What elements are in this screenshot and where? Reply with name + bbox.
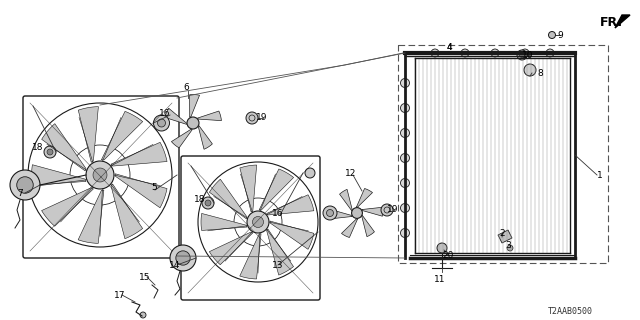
Polygon shape (111, 184, 143, 239)
Polygon shape (165, 108, 186, 124)
Circle shape (401, 103, 410, 113)
Polygon shape (78, 190, 104, 244)
Circle shape (176, 251, 190, 265)
Polygon shape (189, 94, 200, 117)
Polygon shape (340, 189, 352, 211)
Circle shape (246, 112, 258, 124)
Polygon shape (332, 210, 352, 219)
Text: FR.: FR. (600, 15, 623, 28)
Text: 16: 16 (272, 209, 284, 218)
Circle shape (305, 168, 315, 178)
Circle shape (202, 197, 214, 209)
Text: 18: 18 (195, 196, 205, 204)
Text: 1: 1 (597, 171, 603, 180)
Text: 16: 16 (159, 108, 171, 117)
Circle shape (205, 200, 211, 206)
Polygon shape (111, 142, 167, 166)
Circle shape (401, 154, 410, 163)
Text: 3: 3 (505, 241, 511, 250)
Polygon shape (102, 111, 143, 160)
Circle shape (381, 204, 393, 216)
Circle shape (521, 49, 529, 57)
Polygon shape (209, 179, 247, 219)
Text: 15: 15 (140, 273, 151, 282)
Text: 19: 19 (256, 114, 268, 123)
Polygon shape (198, 126, 212, 149)
Text: 20: 20 (442, 251, 454, 260)
Circle shape (546, 49, 554, 57)
Text: 8: 8 (537, 68, 543, 77)
Circle shape (461, 49, 469, 57)
Circle shape (548, 31, 556, 38)
Circle shape (507, 245, 513, 251)
Circle shape (86, 161, 114, 189)
Circle shape (247, 211, 269, 233)
Polygon shape (267, 229, 294, 275)
Text: 5: 5 (151, 183, 157, 193)
Text: T2AAB0500: T2AAB0500 (547, 308, 593, 316)
Circle shape (517, 50, 527, 60)
Text: 6: 6 (183, 84, 189, 92)
Circle shape (401, 78, 410, 87)
Circle shape (323, 206, 337, 220)
Circle shape (520, 52, 525, 58)
Text: 13: 13 (272, 260, 284, 269)
Polygon shape (267, 195, 314, 215)
Circle shape (401, 179, 410, 188)
Text: 7: 7 (17, 188, 23, 197)
Circle shape (401, 204, 410, 212)
Text: 2: 2 (499, 228, 505, 237)
Polygon shape (362, 207, 383, 216)
Text: 17: 17 (115, 291, 125, 300)
Polygon shape (42, 188, 93, 226)
Polygon shape (356, 188, 372, 207)
Polygon shape (42, 124, 86, 171)
Circle shape (326, 210, 333, 217)
Polygon shape (240, 165, 257, 212)
Circle shape (17, 177, 33, 193)
Circle shape (524, 64, 536, 76)
Polygon shape (31, 165, 86, 185)
Text: 12: 12 (346, 169, 356, 178)
Text: 9: 9 (557, 30, 563, 39)
Polygon shape (201, 213, 247, 230)
Text: 14: 14 (170, 260, 180, 269)
Circle shape (170, 245, 196, 271)
Bar (398, 45, 608, 263)
Circle shape (154, 115, 170, 131)
Polygon shape (342, 219, 358, 237)
Circle shape (253, 217, 264, 228)
Circle shape (431, 49, 439, 57)
Polygon shape (498, 230, 512, 243)
Text: 10: 10 (522, 51, 534, 60)
Circle shape (187, 117, 199, 129)
Circle shape (491, 49, 499, 57)
Circle shape (351, 208, 362, 218)
Circle shape (401, 129, 410, 138)
Text: 18: 18 (32, 143, 44, 153)
Circle shape (44, 146, 56, 158)
Polygon shape (615, 15, 630, 28)
Polygon shape (270, 221, 314, 249)
Circle shape (401, 228, 410, 237)
Circle shape (93, 168, 107, 182)
Polygon shape (115, 174, 167, 208)
Text: 4: 4 (446, 43, 452, 52)
Text: 4: 4 (446, 43, 452, 52)
Circle shape (437, 243, 447, 253)
Polygon shape (362, 215, 374, 237)
Polygon shape (172, 129, 192, 148)
Polygon shape (197, 111, 221, 121)
Polygon shape (240, 234, 261, 279)
Polygon shape (259, 169, 294, 210)
Polygon shape (209, 232, 253, 265)
Circle shape (157, 119, 166, 127)
Text: 11: 11 (435, 276, 445, 284)
Circle shape (140, 312, 146, 318)
Text: 19: 19 (387, 205, 399, 214)
Polygon shape (78, 107, 99, 162)
Circle shape (47, 149, 53, 155)
Circle shape (10, 170, 40, 200)
